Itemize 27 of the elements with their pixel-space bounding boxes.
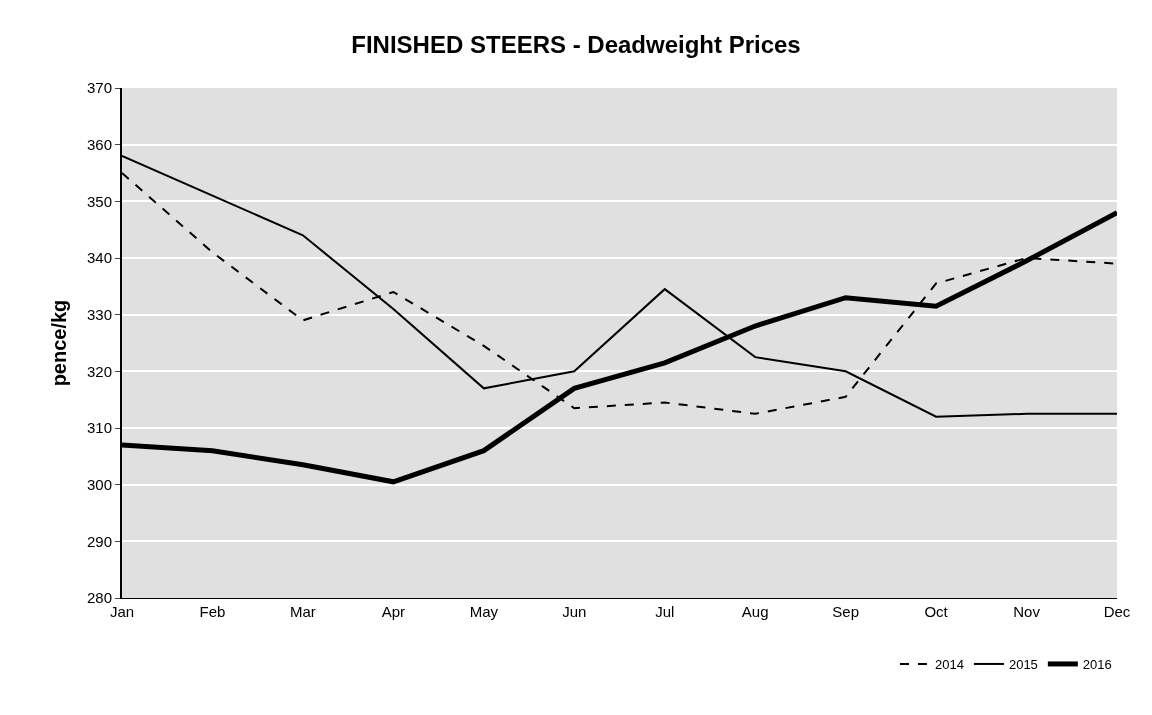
- x-tick-label: Jan: [109, 603, 135, 620]
- chart-title: FINISHED STEERS - Deadweight Prices: [351, 30, 801, 58]
- y-axis-title: pence/kg: [47, 299, 70, 387]
- x-tick-label: Oct: [924, 603, 949, 620]
- y-tick-label: 330: [86, 305, 112, 323]
- y-tick-label: 360: [86, 135, 112, 153]
- x-tick-label: Nov: [1013, 603, 1041, 620]
- x-tick-label: Jul: [655, 603, 675, 620]
- y-tick-label: 320: [86, 362, 112, 380]
- y-tick-label: 280: [86, 589, 112, 607]
- x-tick-label: Apr: [381, 603, 406, 620]
- x-tick-label: Jun: [562, 603, 587, 620]
- y-tick-label: 310: [86, 419, 112, 437]
- legend-label: 2014: [935, 657, 964, 673]
- y-tick-label: 350: [86, 192, 112, 210]
- y-tick-label: 290: [86, 532, 112, 550]
- x-tick-label: May: [469, 603, 499, 620]
- x-tick-label: Mar: [289, 603, 316, 620]
- y-tick-label: 340: [86, 249, 112, 267]
- x-tick-label: Feb: [199, 603, 226, 620]
- legend-label: 2015: [1008, 657, 1038, 673]
- legend-label: 2016: [1082, 657, 1112, 673]
- y-tick-label: 370: [86, 79, 112, 97]
- x-tick-label: Sep: [832, 603, 859, 620]
- x-tick-label: Aug: [741, 603, 769, 620]
- y-tick-label: 300: [86, 475, 112, 493]
- x-tick-label: Dec: [1103, 603, 1131, 620]
